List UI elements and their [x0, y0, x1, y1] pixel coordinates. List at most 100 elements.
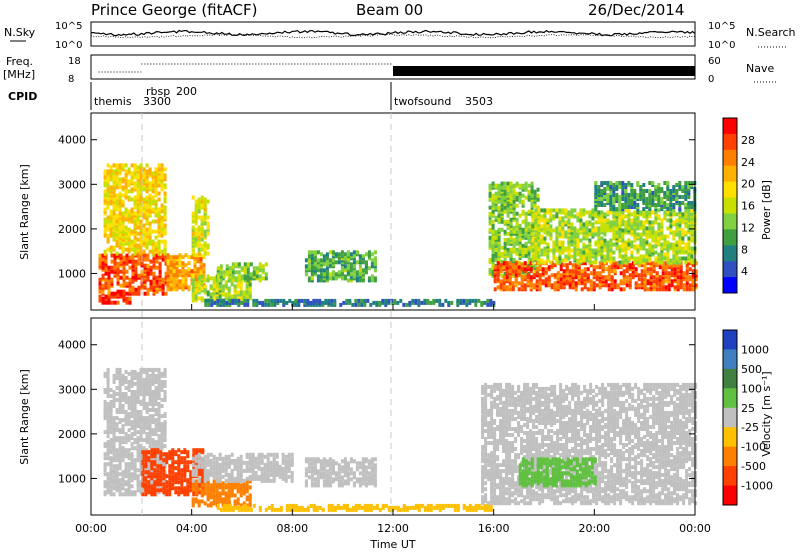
power-cell	[550, 283, 554, 288]
power-cell	[139, 235, 143, 240]
power-cell	[128, 300, 132, 305]
power-cell	[237, 274, 241, 279]
power-cell	[660, 242, 664, 247]
power-cell	[535, 279, 539, 284]
power-cell	[688, 287, 692, 292]
power-cell	[660, 207, 664, 212]
power-cell	[486, 298, 490, 303]
power-cell	[142, 203, 146, 208]
power-cell	[663, 191, 667, 195]
velocity-cell	[160, 380, 164, 384]
velocity-cell	[148, 444, 152, 449]
power-cell	[124, 231, 128, 236]
velocity-cell	[151, 438, 155, 443]
power-cell	[136, 217, 140, 222]
power-cell	[514, 277, 518, 282]
power-cell	[684, 208, 688, 213]
power-cell	[577, 277, 581, 282]
power-cell	[411, 298, 415, 303]
power-cell	[606, 197, 610, 201]
power-cell	[390, 298, 394, 303]
velocity-cell	[180, 486, 184, 491]
power-cell	[622, 263, 626, 268]
power-cell	[133, 225, 137, 230]
velocity-cell	[160, 388, 164, 392]
velocity-cell	[136, 418, 140, 423]
power-cell	[645, 248, 649, 253]
velocity-cell	[112, 378, 116, 382]
power-cell	[589, 279, 593, 284]
velocity-cell	[153, 448, 157, 453]
power-cell	[343, 260, 347, 265]
power-cell	[499, 279, 503, 284]
velocity-cell	[139, 376, 143, 380]
power-cell	[337, 270, 341, 275]
power-cell	[337, 274, 341, 279]
velocity-cell	[163, 444, 167, 449]
power-cell	[588, 228, 592, 233]
velocity-cell	[109, 438, 113, 443]
power-cell	[573, 214, 577, 219]
power-cell	[649, 277, 653, 282]
power-cell	[658, 283, 662, 288]
power-cell	[631, 261, 635, 266]
power-cell	[340, 250, 344, 255]
power-cell	[261, 268, 265, 273]
velocity-cell	[162, 476, 166, 481]
velocity-cell	[103, 404, 107, 408]
velocity-cell	[177, 490, 181, 495]
power-cell	[540, 234, 544, 239]
velocity-cell	[142, 378, 146, 382]
power-cell	[612, 193, 616, 197]
power-cell	[506, 231, 510, 236]
power-cell	[255, 298, 259, 303]
power-cell	[496, 271, 500, 276]
power-cell	[654, 197, 658, 201]
power-cell	[568, 261, 572, 266]
velocity-cell	[130, 464, 134, 469]
power-cell	[506, 247, 510, 252]
power-cell	[355, 250, 359, 255]
power-cell	[684, 203, 688, 207]
power-cell	[681, 185, 685, 189]
power-cell	[503, 189, 507, 194]
power-cell	[109, 185, 113, 190]
power-cell	[639, 258, 643, 263]
power-cell	[143, 253, 147, 258]
power-cell	[518, 191, 522, 196]
power-cell	[604, 283, 608, 288]
power-cell	[203, 241, 207, 246]
velocity-cell	[153, 482, 157, 487]
power-cell	[515, 229, 519, 234]
power-cell	[553, 273, 557, 278]
power-cell	[497, 209, 501, 214]
velocity-cell	[174, 460, 178, 465]
power-cell	[304, 272, 308, 277]
power-cell	[591, 232, 595, 237]
power-cell	[145, 231, 149, 236]
power-cell	[488, 191, 492, 196]
velocity-cell	[133, 462, 137, 467]
power-cell	[243, 262, 247, 267]
power-cell	[203, 221, 207, 226]
power-cell	[352, 270, 356, 275]
velocity-cell	[168, 464, 172, 469]
power-cell	[209, 276, 213, 281]
power-cell	[146, 287, 150, 292]
power-cell	[515, 183, 519, 188]
power-cell	[137, 285, 141, 290]
velocity-cell	[130, 458, 134, 463]
velocity-cell	[109, 476, 113, 481]
power-cell	[660, 246, 664, 251]
power-cell	[163, 215, 167, 220]
power-cell	[615, 185, 619, 189]
power-cell	[585, 234, 589, 239]
power-cell	[471, 298, 475, 303]
power-cell	[438, 298, 442, 303]
power-cell	[615, 222, 619, 227]
power-cell	[491, 193, 495, 198]
power-cell	[555, 242, 559, 247]
power-cell	[328, 250, 332, 255]
power-cell	[139, 211, 143, 216]
power-cell	[146, 257, 150, 262]
